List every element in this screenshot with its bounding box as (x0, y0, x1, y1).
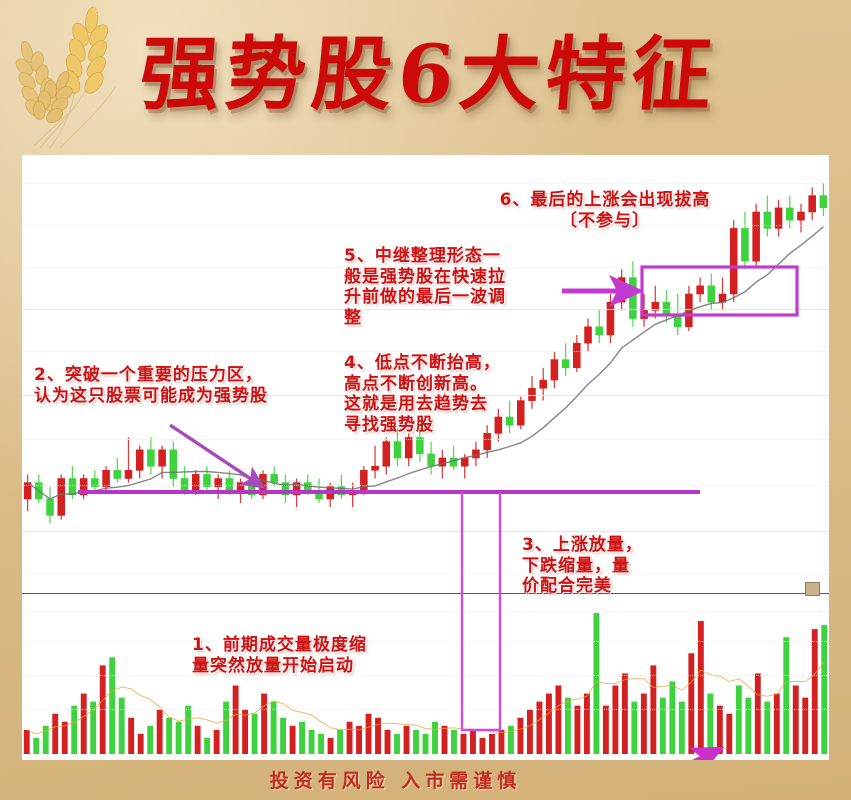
annotation-5: 5、中继整理形态一 般是强势股在快速拉 升前做的最后一波调 整 (344, 246, 506, 329)
wheat-stalk-middle (63, 0, 115, 94)
wheat-decoration-icon (15, 0, 117, 149)
annotation-4: 4、低点不断抬高， 高点不断创新高。 这就是用去趋势去 寻找强势股 (344, 353, 501, 436)
gridline (22, 641, 829, 642)
stock-chart (22, 155, 829, 760)
gridline (22, 611, 829, 612)
annotation-6: 6、最后的上涨会出现拔高 〔不参与〕 (499, 190, 711, 231)
annotation-1: 1、前期成交量极度缩 量突然放量开始启动 (192, 635, 367, 676)
gridline (22, 225, 829, 226)
footer-disclaimer: 投资有风险 入市需谨慎 (269, 770, 522, 792)
gridline (22, 351, 829, 352)
gridline (22, 309, 829, 310)
gridline (22, 573, 829, 574)
wheat-stalk-right (32, 71, 73, 124)
page-title: 强势股6大特征 (135, 27, 722, 121)
gridline (22, 395, 829, 396)
gridline (22, 485, 829, 486)
poster-footer: 投资有风险 入市需谨慎 (0, 762, 851, 800)
annotation-3: 3、上涨放量， 下跌缩量，量 价配合完美 (522, 535, 643, 597)
annotation-2: 2、突破一个重要的压力区， 认为这只股票可能成为强势股 (34, 365, 268, 406)
gridline (22, 531, 829, 532)
poster-header: 强势股6大特征 (0, 0, 851, 150)
gridline (22, 267, 829, 268)
chart-corner-icon (805, 582, 820, 596)
volume-bars (23, 613, 828, 754)
gridline (22, 439, 829, 440)
panel-divider (22, 593, 829, 594)
gridline (22, 709, 829, 710)
volume-panel (22, 595, 829, 760)
gridline (22, 675, 829, 676)
gridline (22, 183, 829, 184)
